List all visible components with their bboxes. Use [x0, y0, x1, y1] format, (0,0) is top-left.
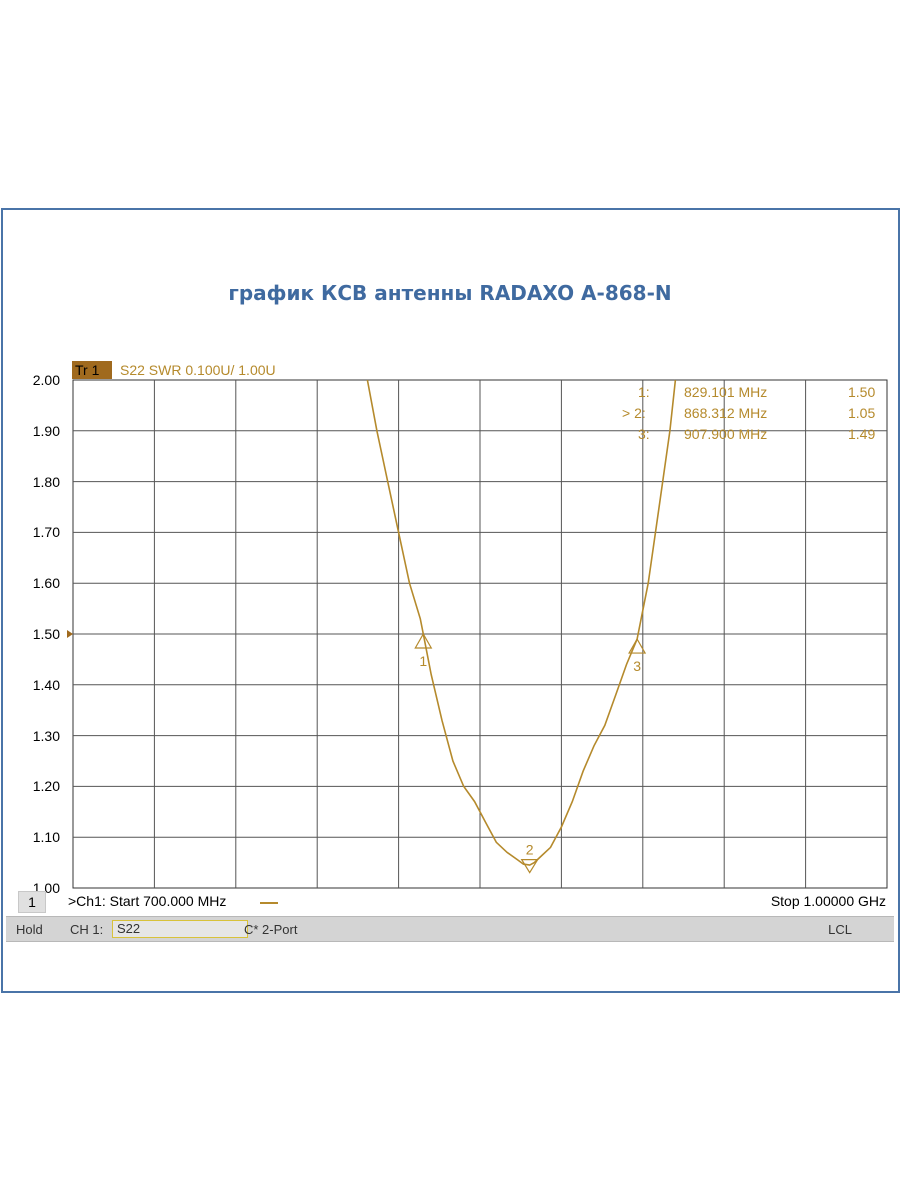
channel-number[interactable]: 1: [18, 891, 46, 913]
y-tick-label: 2.00: [32, 372, 60, 388]
marker-1-label: 1: [419, 653, 427, 669]
y-tick-label: 1.80: [32, 473, 60, 490]
marker-1-value: 1.50: [848, 384, 876, 400]
y-tick-label: 1.40: [32, 676, 60, 693]
trace-header: Tr 1 S22 SWR 0.100U/ 1.00U: [72, 361, 888, 379]
hold-status[interactable]: Hold: [16, 922, 43, 937]
chart-title: график КСВ антенны RADAXO A-868-N: [228, 281, 672, 305]
y-tick-label: 1.50: [32, 626, 60, 642]
marker-3-symbol: [628, 637, 647, 654]
marker-2-symbol: [520, 859, 539, 874]
marker-2-freq: 868.312 MHz: [684, 405, 768, 421]
trace-badge[interactable]: Tr 1: [72, 361, 112, 379]
reference-arrow: [67, 630, 73, 638]
marker-1-num: 1:: [638, 384, 650, 400]
trace-label: S22 SWR 0.100U/ 1.00U: [120, 362, 276, 378]
marker-2-value: 1.05: [848, 405, 876, 421]
start-frequency[interactable]: >Ch1: Start 700.000 MHz: [68, 893, 227, 909]
marker-3-value: 1.49: [848, 426, 876, 442]
marker-1-freq: 829.101 MHz: [684, 384, 768, 400]
channel-label: CH 1:: [70, 922, 104, 937]
stop-frequency[interactable]: Stop 1.00000 GHz: [770, 893, 886, 909]
calibration-status[interactable]: C* 2-Port: [244, 922, 298, 937]
marker-3-num: 3:: [638, 426, 650, 442]
chart-frame: [1, 208, 900, 993]
marker-2-num: > 2:: [622, 405, 646, 421]
lcl-status[interactable]: LCL: [828, 922, 852, 937]
y-tick-label: 1.90: [32, 422, 60, 439]
trace-color-swatch: [260, 902, 278, 904]
status-bar: 1 >Ch1: Start 700.000 MHz Stop 1.00000 G…: [8, 891, 890, 913]
measurement-param[interactable]: S22: [112, 920, 248, 938]
y-tick-label: 1.10: [32, 829, 60, 846]
marker-1-symbol: [414, 632, 433, 649]
marker-3-label: 3: [633, 658, 641, 674]
y-tick-label: 1.20: [32, 778, 60, 795]
y-tick-label: 1.30: [32, 727, 60, 744]
y-tick-label: 1.70: [32, 524, 60, 541]
instrument-status-bar: Hold CH 1: S22 C* 2-Port LCL: [6, 916, 894, 942]
marker-2-label: 2: [526, 842, 534, 858]
y-tick-label: 1.60: [32, 575, 60, 592]
marker-3-freq: 907.900 MHz: [684, 426, 768, 442]
swr-trace-line: [366, 379, 677, 866]
